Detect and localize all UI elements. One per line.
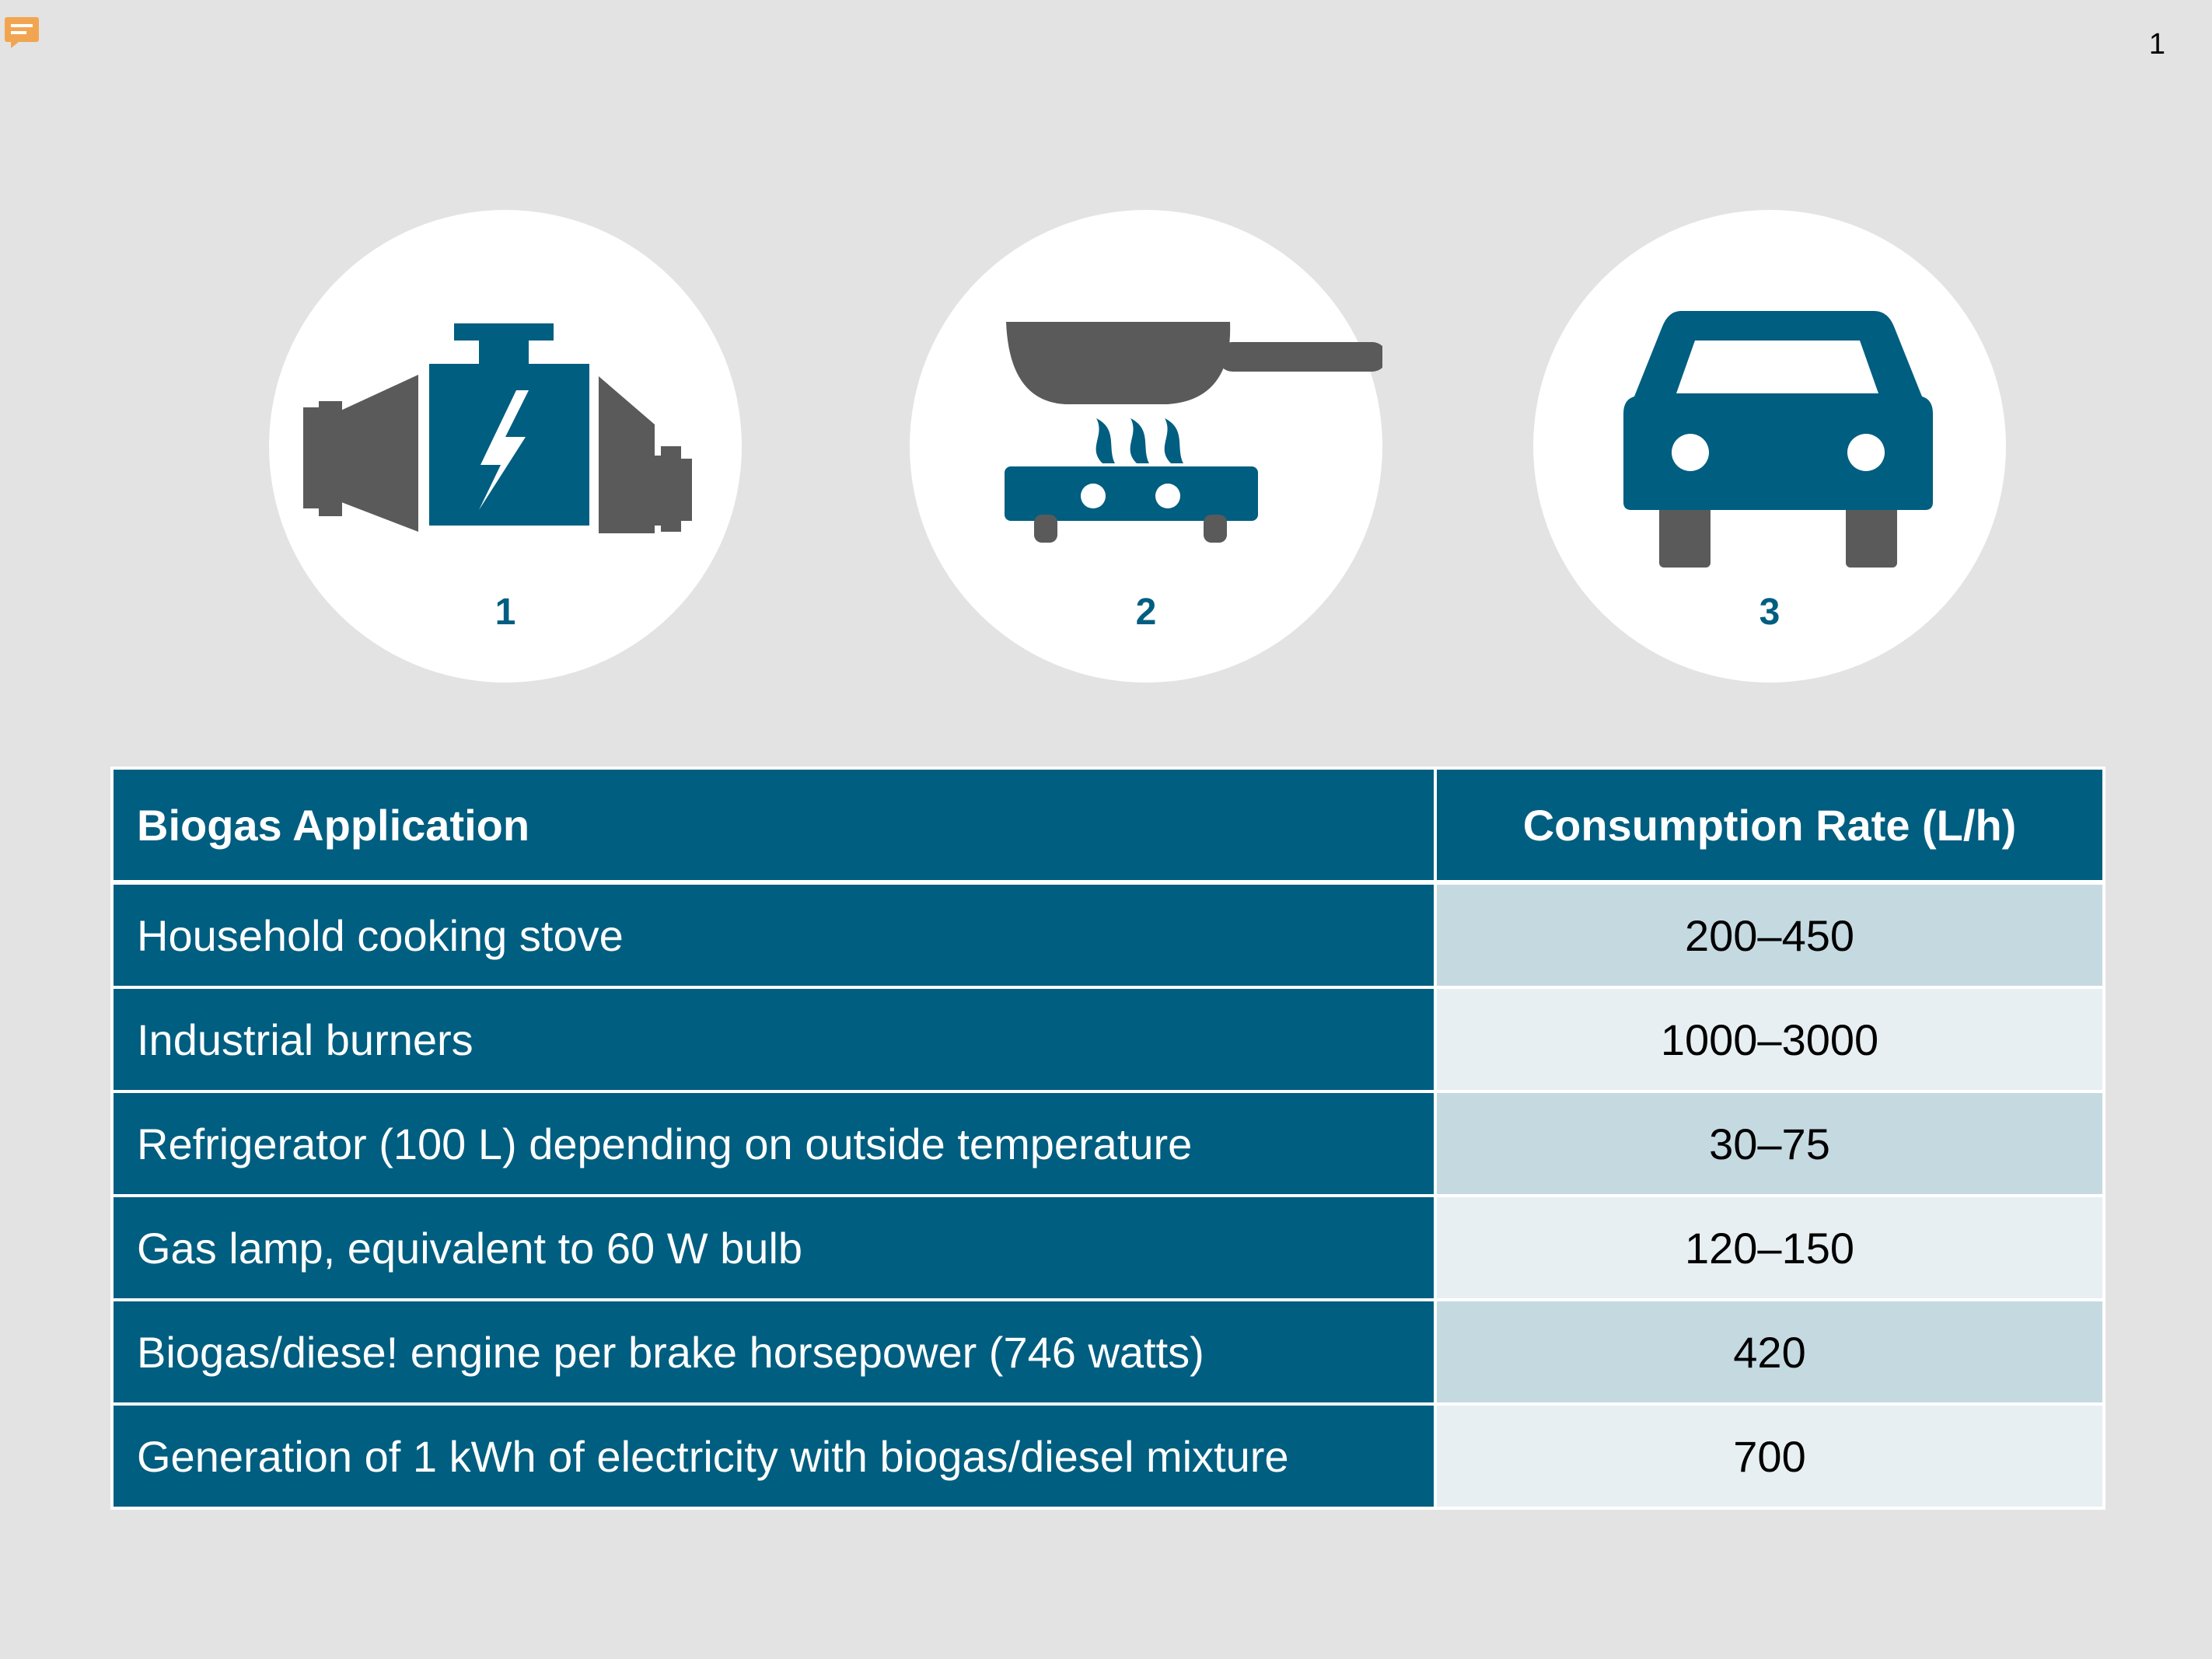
table-row: Biogas/diese! engine per brake horsepowe… [110,1298,2105,1406]
table-row: Household cooking stove 200–450 [110,881,2105,989]
table-row: Gas lamp, equivalent to 60 W bulb 120–15… [110,1194,2105,1301]
car-circle: 3 [1533,210,2006,683]
engine-icon [303,323,692,533]
table-row: Generation of 1 kWh of electricity with … [110,1402,2105,1510]
header-application: Biogas Application [110,767,1437,885]
application-cell: Industrial burners [110,986,1437,1093]
engine-circle: 1 [269,210,742,683]
car-icon [1623,311,1933,568]
application-cell: Biogas/diese! engine per brake horsepowe… [110,1298,1437,1406]
biogas-consumption-table: Biogas Application Consumption Rate (L/h… [110,767,2105,1510]
table-header-row: Biogas Application Consumption Rate (L/h… [110,767,2105,885]
rate-cell: 30–75 [1434,1090,2105,1197]
icon-number-2: 2 [1135,592,1157,633]
rate-cell: 120–150 [1434,1194,2105,1301]
table-row: Refrigerator (100 L) depending on outsid… [110,1090,2105,1197]
header-consumption-rate: Consumption Rate (L/h) [1434,767,2105,885]
application-cell: Gas lamp, equivalent to 60 W bulb [110,1194,1437,1301]
stove-circle: 2 [910,210,1382,683]
rate-cell: 420 [1434,1298,2105,1406]
icon-number-3: 3 [1759,592,1780,633]
table-row: Industrial burners 1000–3000 [110,986,2105,1093]
page-number: 1 [2148,28,2165,61]
application-cell: Household cooking stove [110,881,1437,989]
rate-cell: 1000–3000 [1434,986,2105,1093]
rate-cell: 200–450 [1434,881,2105,989]
application-cell: Refrigerator (100 L) depending on outsid… [110,1090,1437,1197]
stove-pan-icon [1005,322,1382,543]
comment-icon[interactable] [3,16,40,50]
rate-cell: 700 [1434,1402,2105,1510]
application-cell: Generation of 1 kWh of electricity with … [110,1402,1437,1510]
icon-number-1: 1 [494,592,516,633]
